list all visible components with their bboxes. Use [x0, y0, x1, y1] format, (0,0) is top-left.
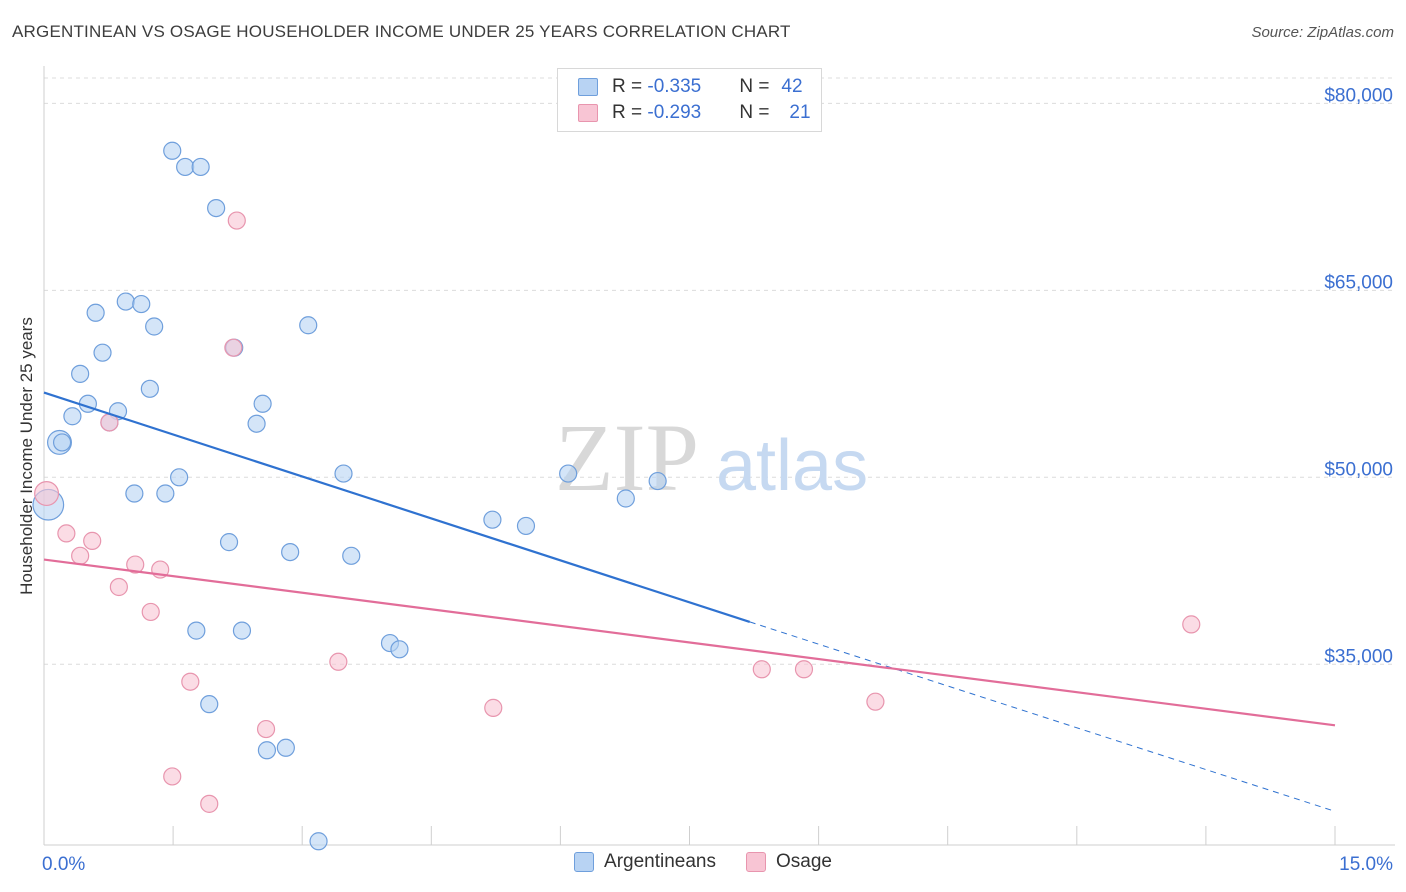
- point-osage: [866, 692, 885, 711]
- x-tick-label-max: 15.0%: [1339, 854, 1393, 875]
- trend-line-argentineans: [43, 391, 751, 623]
- point-argentineans: [281, 542, 300, 562]
- tick-labels: $80,000 $65,000 $50,000 $35,000 0.0% 15.0%: [42, 85, 1393, 875]
- point-argentineans: [86, 303, 105, 322]
- data-points: [32, 141, 1201, 851]
- point-argentineans: [483, 510, 502, 529]
- y-tick-label: $80,000: [1324, 85, 1393, 106]
- trend-line-argentineans-extension: [749, 621, 1336, 812]
- point-osage: [57, 524, 76, 543]
- legend-swatch-argentineans: [574, 852, 595, 872]
- point-argentineans: [170, 468, 189, 487]
- y-tick-label: $65,000: [1324, 272, 1393, 293]
- legend-item-argentineans: Argentineans: [574, 851, 716, 873]
- legend-item-osage: Osage: [745, 851, 832, 873]
- legend-swatch-osage: [578, 104, 598, 122]
- point-osage: [181, 672, 200, 691]
- legend-r-label: R =: [612, 102, 648, 123]
- point-osage: [224, 338, 243, 357]
- y-axis-label: Householder Income Under 25 years: [17, 317, 36, 595]
- trend-line-osage: [43, 558, 1336, 727]
- correlation-legend: R = -0.335 N = 42 R = -0.293 N = 21: [557, 68, 822, 132]
- series-legend: Argentineans Osage: [0, 851, 1406, 873]
- legend-row-argentineans: R = -0.335 N = 42: [578, 74, 803, 100]
- point-argentineans: [309, 832, 328, 851]
- point-osage: [109, 577, 128, 597]
- point-argentineans: [559, 464, 578, 483]
- y-tick-label: $50,000: [1324, 459, 1393, 480]
- point-argentineans: [207, 198, 226, 218]
- point-argentineans: [390, 640, 409, 659]
- point-argentineans: [516, 516, 536, 536]
- point-osage: [71, 546, 90, 565]
- point-osage: [126, 555, 145, 574]
- point-osage: [794, 660, 814, 679]
- y-tick-label: $35,000: [1324, 646, 1393, 667]
- point-argentineans: [334, 464, 353, 483]
- source-label: Source: ZipAtlas.com: [1251, 24, 1394, 41]
- point-argentineans: [257, 741, 277, 760]
- point-osage: [163, 767, 182, 786]
- legend-n-value: 21: [789, 102, 811, 123]
- point-argentineans: [125, 484, 144, 503]
- legend-label-osage: Osage: [775, 851, 832, 872]
- point-osage: [34, 481, 60, 507]
- x-tick-label-min: 0.0%: [42, 854, 85, 875]
- point-osage: [484, 698, 503, 717]
- point-argentineans: [342, 546, 361, 565]
- point-osage: [141, 602, 160, 622]
- point-argentineans: [71, 364, 90, 383]
- watermark-atlas: atlas: [716, 426, 868, 506]
- point-argentineans: [191, 157, 210, 177]
- point-osage: [256, 719, 276, 739]
- point-argentineans: [648, 471, 667, 491]
- point-argentineans: [52, 433, 72, 452]
- legend-n-label: N =: [739, 76, 775, 97]
- point-argentineans: [276, 738, 295, 757]
- point-argentineans: [93, 343, 112, 362]
- point-argentineans: [145, 317, 164, 336]
- legend-n-label: N =: [739, 102, 775, 123]
- axes: [43, 66, 1395, 846]
- point-argentineans: [187, 621, 206, 640]
- point-argentineans: [132, 294, 151, 314]
- legend-r-label: R =: [612, 76, 648, 97]
- point-argentineans: [176, 157, 195, 177]
- point-argentineans: [253, 394, 272, 413]
- legend-r-value: -0.293: [647, 102, 702, 123]
- point-argentineans: [299, 316, 318, 335]
- point-osage: [83, 531, 102, 550]
- point-argentineans: [247, 414, 266, 433]
- point-argentineans: [156, 484, 175, 503]
- point-argentineans: [116, 292, 135, 311]
- point-osage: [329, 652, 348, 671]
- point-argentineans: [219, 533, 239, 552]
- trend-lines: [43, 391, 1336, 812]
- grid-lines: [44, 77, 1395, 665]
- legend-r-value: -0.335: [647, 76, 702, 97]
- legend-n-value: 42: [781, 76, 803, 97]
- point-argentineans: [140, 379, 159, 398]
- legend-swatch-osage: [745, 852, 766, 872]
- point-argentineans: [616, 489, 635, 508]
- point-argentineans: [163, 141, 182, 160]
- point-osage: [752, 660, 771, 679]
- legend-row-osage: R = -0.293 N = 21: [578, 100, 811, 126]
- chart-title: ARGENTINEAN VS OSAGE HOUSEHOLDER INCOME …: [12, 22, 791, 41]
- legend-label-argentineans: Argentineans: [604, 851, 716, 872]
- point-osage: [1182, 615, 1201, 634]
- legend-swatch-argentineans: [578, 78, 598, 96]
- point-argentineans: [232, 621, 252, 640]
- point-argentineans: [200, 695, 219, 714]
- point-osage: [227, 211, 246, 230]
- point-osage: [200, 794, 219, 813]
- point-argentineans: [63, 407, 82, 426]
